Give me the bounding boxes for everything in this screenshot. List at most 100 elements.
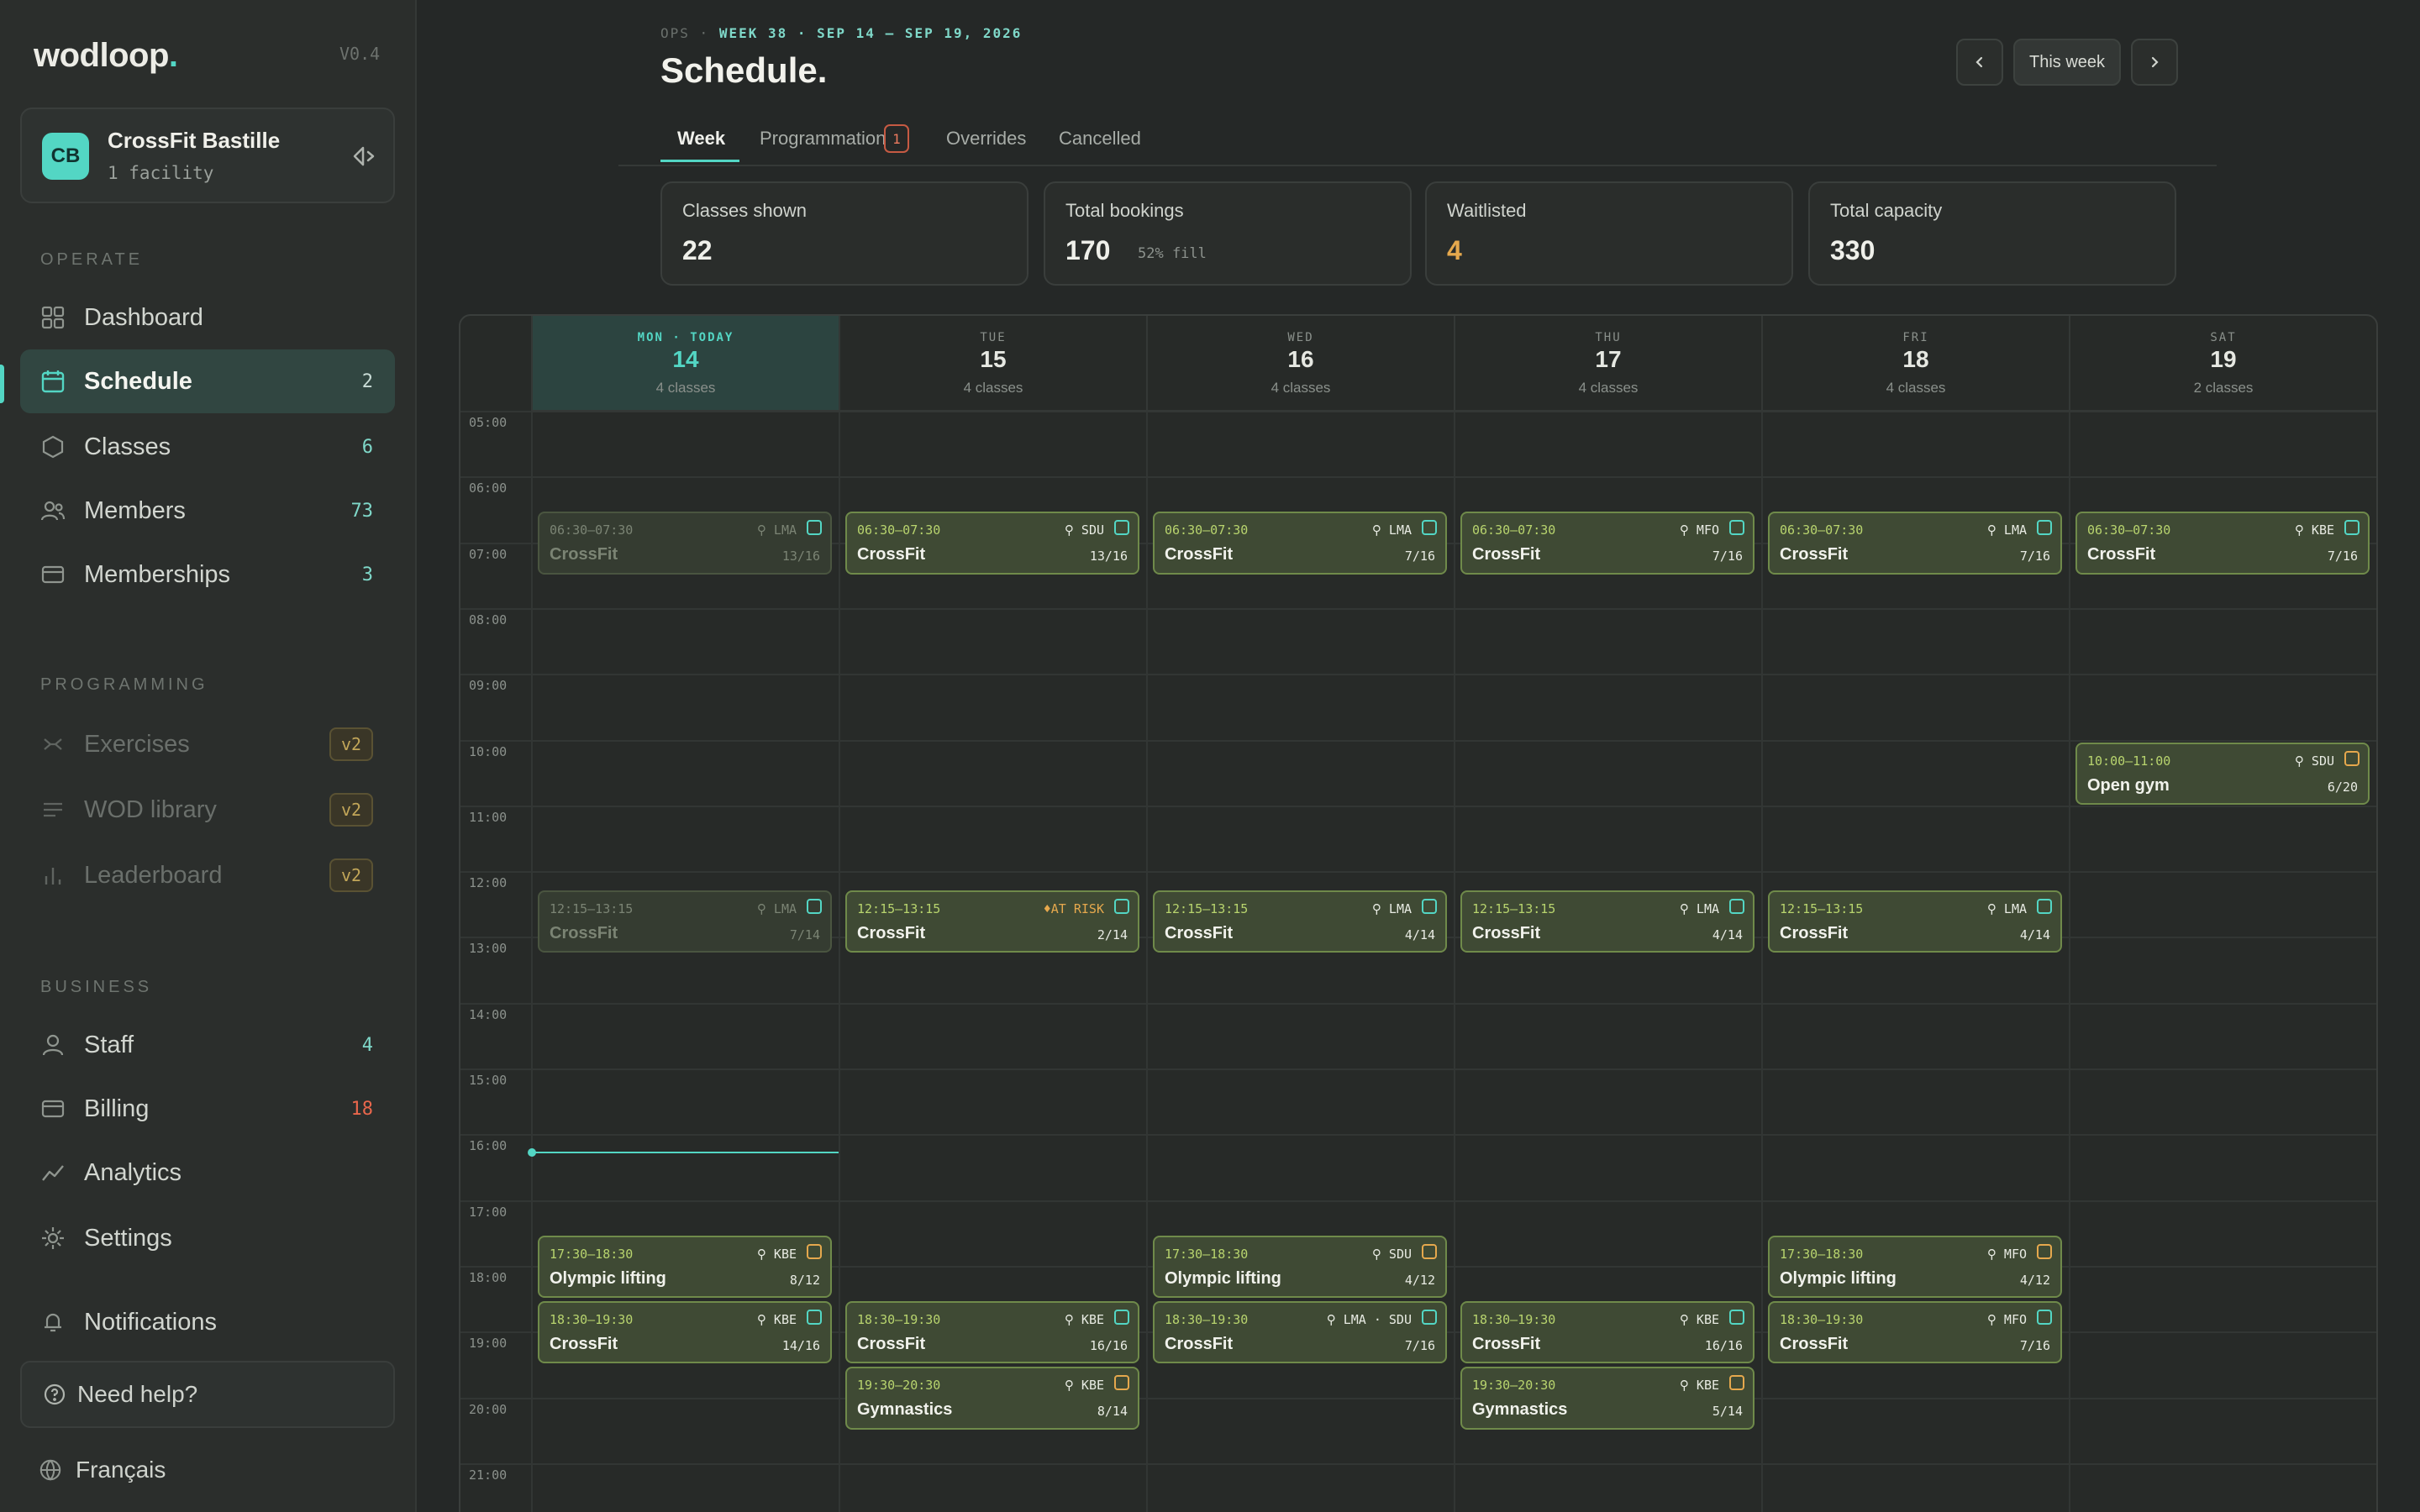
event-time: 19:30–20:30	[1472, 1378, 1556, 1394]
sidebar-item-billing[interactable]: Billing 18	[20, 1077, 395, 1141]
event-capacity: 4/14	[1404, 927, 1435, 942]
class-event-card[interactable]: 06:30–07:30 ⚲ SDU CrossFit 13/16	[845, 512, 1139, 575]
class-event-card[interactable]: 18:30–19:30 ⚲ KBE CrossFit 14/16	[538, 1301, 832, 1364]
event-class-name: CrossFit	[1165, 545, 1234, 564]
class-event-card[interactable]: 19:30–20:30 ⚲ KBE Gymnastics 5/14	[1460, 1367, 1754, 1430]
sidebar-item-dashboard[interactable]: Dashboard	[20, 286, 395, 349]
language-switcher[interactable]: Français	[39, 1457, 166, 1483]
confirmed-status-icon[interactable]	[2037, 1310, 2052, 1326]
confirmed-status-icon[interactable]	[2037, 898, 2052, 914]
day-column-divider	[1761, 412, 1763, 1512]
hour-label: 09:00	[469, 678, 508, 694]
facility-switcher[interactable]: CB CrossFit Bastille 1 facility	[20, 108, 395, 203]
programmation-count-badge: 1	[884, 124, 909, 153]
coach-initials: ⚲ LMA	[1986, 900, 2027, 916]
day-header-17[interactable]: THU 17 4 classes	[1454, 316, 1761, 412]
day-header-19[interactable]: SAT 19 2 classes	[2069, 316, 2376, 412]
confirmed-status-icon[interactable]	[1729, 520, 1744, 536]
confirmed-status-icon[interactable]	[2344, 520, 2360, 536]
day-header-15[interactable]: TUE 15 4 classes	[839, 316, 1146, 412]
coach-initials: ⚲ SDU	[1371, 1246, 1412, 1262]
pending-status-icon[interactable]	[807, 1243, 822, 1259]
class-event-card[interactable]: 17:30–18:30 ⚲ MFO Olympic lifting 4/12	[1768, 1235, 2062, 1299]
week-calendar: 05:00 06:00 07:00 08:00 09:00 10:00 11:00 12:00…	[459, 314, 2378, 1512]
day-header-18[interactable]: FRI 18 4 classes	[1761, 316, 2069, 412]
previous-week-button[interactable]	[1956, 39, 2003, 86]
class-event-card[interactable]: 06:30–07:30 ⚲ LMA CrossFit 13/16	[538, 512, 832, 575]
event-time: 06:30–07:30	[1780, 522, 1864, 538]
event-capacity: 8/12	[789, 1272, 820, 1288]
class-event-card[interactable]: 10:00–11:00 ⚲ SDU Open gym 6/20	[2075, 742, 2370, 805]
day-of-week: MON · TODAY	[637, 331, 734, 344]
class-event-card[interactable]: 12:15–13:15 ♦AT RISK CrossFit 2/14	[845, 890, 1139, 953]
class-event-card[interactable]: 12:15–13:15 ⚲ LMA CrossFit 7/14	[538, 890, 832, 953]
billing-icon	[41, 1100, 65, 1118]
class-event-card[interactable]: 12:15–13:15 ⚲ LMA CrossFit 4/14	[1153, 890, 1447, 953]
hour-label: 19:00	[469, 1336, 508, 1352]
confirmed-status-icon[interactable]	[1114, 520, 1129, 536]
confirmed-status-icon[interactable]	[2037, 520, 2052, 536]
confirmed-status-icon[interactable]	[1422, 1310, 1437, 1326]
class-event-card[interactable]: 06:30–07:30 ⚲ MFO CrossFit 7/16	[1460, 512, 1754, 575]
sidebar-item-notifications[interactable]: Notifications	[20, 1290, 395, 1354]
confirmed-status-icon[interactable]	[807, 898, 822, 914]
confirmed-status-icon[interactable]	[1729, 1310, 1744, 1326]
sidebar-item-staff[interactable]: Staff 4	[20, 1013, 395, 1077]
chevron-right-icon	[2151, 56, 2159, 68]
event-time: 19:30–20:30	[857, 1378, 941, 1394]
class-event-card[interactable]: 18:30–19:30 ⚲ MFO CrossFit 7/16	[1768, 1301, 2062, 1364]
class-event-card[interactable]: 06:30–07:30 ⚲ LMA CrossFit 7/16	[1768, 512, 2062, 575]
hexagon-icon	[42, 435, 64, 459]
class-event-card[interactable]: 06:30–07:30 ⚲ LMA CrossFit 7/16	[1153, 512, 1447, 575]
sidebar-item-exercises[interactable]: Exercises v2	[20, 712, 395, 776]
pending-status-icon[interactable]	[1114, 1375, 1129, 1391]
confirmed-status-icon[interactable]	[807, 1310, 822, 1326]
tab-overrides[interactable]: Overrides	[946, 128, 1027, 149]
confirmed-status-icon[interactable]	[1114, 898, 1129, 914]
sidebar-item-leaderboard[interactable]: Leaderboard v2	[20, 843, 395, 907]
event-time: 12:15–13:15	[550, 900, 634, 916]
confirmed-status-icon[interactable]	[807, 520, 822, 536]
sidebar-item-analytics[interactable]: Analytics	[20, 1141, 395, 1205]
next-week-button[interactable]	[2131, 39, 2178, 86]
class-event-card[interactable]: 18:30–19:30 ⚲ KBE CrossFit 16/16	[1460, 1301, 1754, 1364]
hour-label: 05:00	[469, 415, 508, 430]
this-week-button[interactable]: This week	[2013, 39, 2121, 86]
class-event-card[interactable]: 12:15–13:15 ⚲ LMA CrossFit 4/14	[1768, 890, 2062, 953]
sidebar-item-schedule[interactable]: Schedule 2	[20, 349, 395, 413]
pending-status-icon[interactable]	[2037, 1243, 2052, 1259]
pending-status-icon[interactable]	[1422, 1243, 1437, 1259]
class-event-card[interactable]: 17:30–18:30 ⚲ SDU Olympic lifting 4/12	[1153, 1235, 1447, 1299]
event-capacity: 7/16	[2019, 1338, 2050, 1354]
class-event-card[interactable]: 18:30–19:30 ⚲ KBE CrossFit 16/16	[845, 1301, 1139, 1364]
class-event-card[interactable]: 06:30–07:30 ⚲ KBE CrossFit 7/16	[2075, 512, 2370, 575]
day-header-14[interactable]: MON · TODAY 14 4 classes	[531, 316, 839, 412]
sidebar-item-classes[interactable]: Classes 6	[20, 415, 395, 479]
hour-gridline	[460, 411, 2376, 412]
pending-status-icon[interactable]	[1729, 1375, 1744, 1391]
collapse-sidebar-icon[interactable]	[348, 139, 381, 173]
sidebar-item-memberships[interactable]: Memberships 3	[20, 543, 395, 606]
tab-week[interactable]: Week	[677, 128, 726, 149]
event-class-name: CrossFit	[550, 923, 618, 942]
class-event-card[interactable]: 19:30–20:30 ⚲ KBE Gymnastics 8/14	[845, 1367, 1139, 1430]
sidebar-item-members[interactable]: Members 73	[20, 479, 395, 543]
confirmed-status-icon[interactable]	[1422, 898, 1437, 914]
sidebar-item-settings[interactable]: Settings	[20, 1206, 395, 1270]
brand-logo[interactable]: wodloop.	[34, 37, 178, 74]
help-button[interactable]: Need help?	[20, 1361, 395, 1428]
stat-label: Classes shown	[682, 200, 807, 221]
event-time: 18:30–19:30	[1472, 1312, 1556, 1328]
confirmed-status-icon[interactable]	[1422, 520, 1437, 536]
confirmed-status-icon[interactable]	[1729, 898, 1744, 914]
class-event-card[interactable]: 18:30–19:30 ⚲ LMA · SDU CrossFit 7/16	[1153, 1301, 1447, 1364]
class-event-card[interactable]: 12:15–13:15 ⚲ LMA CrossFit 4/14	[1460, 890, 1754, 953]
tab-programmation[interactable]: Programmation	[760, 128, 886, 149]
tab-cancelled[interactable]: Cancelled	[1059, 128, 1141, 149]
pending-status-icon[interactable]	[2344, 750, 2360, 766]
sidebar-item-wod-library[interactable]: WOD library v2	[20, 778, 395, 842]
confirmed-status-icon[interactable]	[1114, 1310, 1129, 1326]
coach-initials: ⚲ MFO	[1986, 1312, 2027, 1328]
day-header-16[interactable]: WED 16 4 classes	[1146, 316, 1454, 412]
class-event-card[interactable]: 17:30–18:30 ⚲ KBE Olympic lifting 8/12	[538, 1235, 832, 1299]
